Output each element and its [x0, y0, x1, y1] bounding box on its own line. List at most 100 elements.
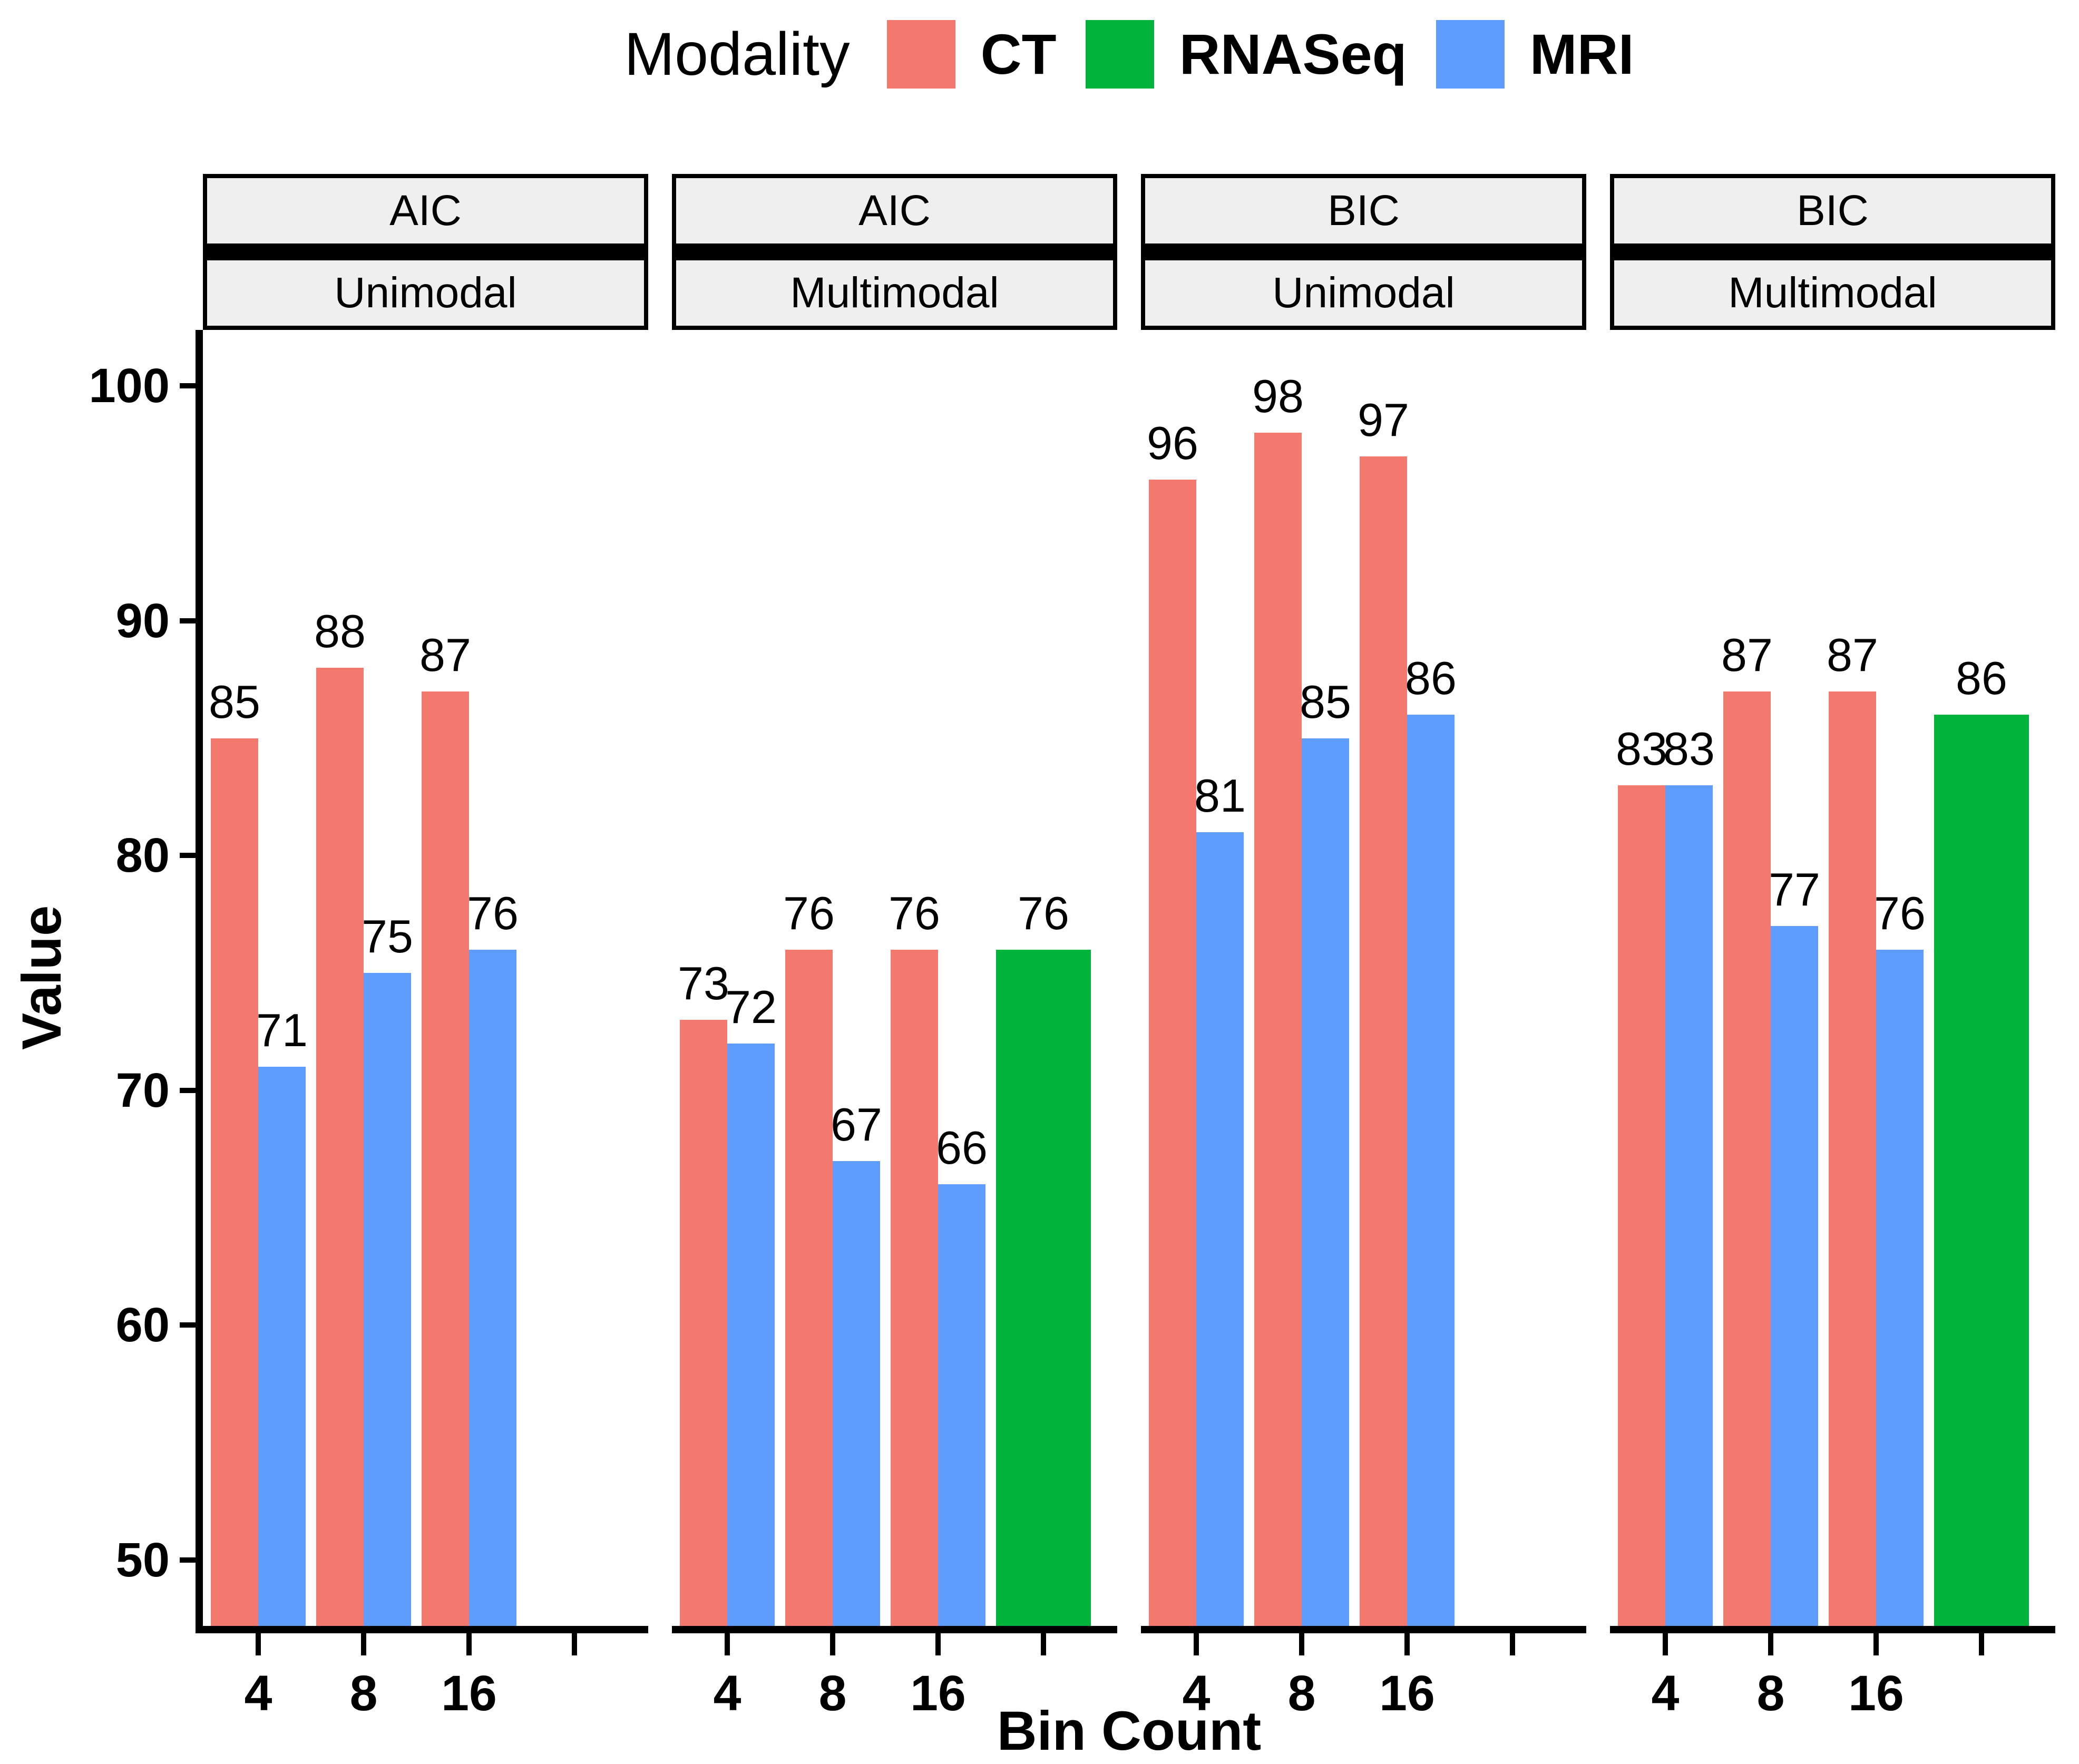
y-tick-label: 90: [115, 593, 170, 648]
bar-value-label: 76: [889, 886, 940, 939]
bar-value-label: 66: [936, 1122, 988, 1174]
facet-strip-metric: AIC: [672, 174, 1117, 248]
bar-mri-x4: [1665, 785, 1713, 1626]
x-tick-mark: [1194, 1633, 1199, 1655]
plot-area: 85 71 88 75 87 76: [203, 330, 648, 1626]
bar-value-label: 76: [783, 886, 835, 939]
bar-value-label: 76: [1874, 886, 1926, 939]
bar-mri-x16: [1876, 949, 1924, 1626]
x-axis-line: [1141, 1626, 1586, 1633]
bar-value-label: 76: [467, 886, 519, 939]
x-tick-label: 4: [713, 1665, 741, 1721]
x-tick-mark: [935, 1633, 941, 1655]
x-tick-mark: [1404, 1633, 1410, 1655]
bar-ct-x16: [1360, 456, 1407, 1626]
y-tick-mark: [180, 1087, 203, 1093]
facet-strip-divider: [672, 248, 1117, 256]
bar-value-label: 67: [831, 1098, 882, 1151]
y-tick-mark: [180, 618, 203, 623]
bar-rnaseq-xsingle: [1934, 715, 2029, 1626]
bar-value-label: 86: [1405, 652, 1457, 705]
x-axis-line: [203, 1626, 648, 1633]
facet-strip-modality: Unimodal: [203, 256, 648, 330]
bar-mri-x8: [1771, 926, 1818, 1626]
bar-ct-x16: [891, 949, 938, 1626]
y-tick-label: 50: [115, 1533, 170, 1587]
facet-strip-modality: Unimodal: [1141, 256, 1586, 330]
bar-ct-x8: [316, 667, 364, 1626]
facet-strip-divider: [1610, 248, 2055, 256]
x-tick-mark: [1979, 1633, 1984, 1655]
facet-strip-metric: AIC: [203, 174, 648, 248]
bar-ct-x8: [1723, 691, 1771, 1626]
bar-mri-x8: [364, 973, 411, 1626]
legend-swatch-rnaseq: [1085, 20, 1154, 89]
y-tick-mark: [180, 383, 203, 388]
bar-ct-x4: [211, 738, 258, 1626]
x-tick-mark: [361, 1633, 366, 1655]
bar-value-label: 98: [1252, 370, 1304, 423]
legend-items: CT RNASeq MRI: [886, 20, 1634, 89]
plot-area: 83 83 87 77 87 76 86: [1610, 330, 2055, 1626]
x-axis-title: Bin Count: [997, 1700, 1262, 1762]
y-axis-line: [196, 330, 203, 1633]
x-tick-mark: [572, 1633, 577, 1655]
bar-ct-x8: [1254, 433, 1302, 1626]
bar-value-label: 86: [1956, 652, 2007, 705]
y-tick-mark: [180, 1557, 203, 1563]
bar-value-label: 87: [419, 628, 471, 681]
bar-value-label: 96: [1147, 417, 1198, 470]
x-axis-line: [1610, 1626, 2055, 1633]
bar-ct-x16: [422, 691, 469, 1626]
facet-strip-divider: [1141, 248, 1586, 256]
bar-value-label: 87: [1721, 628, 1773, 681]
legend-title: Modality: [624, 20, 850, 88]
facet-strip-modality: Multimodal: [672, 256, 1117, 330]
bar-mri-x16: [469, 949, 516, 1626]
facet-strip-modality: Multimodal: [1610, 256, 2055, 330]
x-tick-label: 16: [1379, 1665, 1435, 1721]
bar-mri-x16: [1407, 715, 1455, 1626]
bar-ct-x4: [680, 1020, 727, 1626]
x-tick-mark: [1299, 1633, 1304, 1655]
bar-value-label: 81: [1194, 769, 1246, 822]
x-tick-label: 4: [1182, 1665, 1211, 1721]
y-tick-label: 100: [89, 359, 170, 413]
bar-mri-x16: [938, 1184, 985, 1626]
legend-item-mri: MRI: [1436, 20, 1634, 89]
bar-value-label: 83: [1663, 722, 1715, 775]
x-tick-label: 16: [1848, 1665, 1904, 1721]
bar-mri-x4: [258, 1067, 306, 1626]
bar-ct-x4: [1618, 785, 1665, 1626]
legend-item-ct: CT: [886, 20, 1057, 89]
plot-area: 73 72 76 67 76 66 76: [672, 330, 1117, 1626]
bar-value-label: 72: [725, 980, 777, 1033]
x-tick-mark: [830, 1633, 835, 1655]
bar-mri-x8: [1302, 738, 1349, 1626]
legend-label: CT: [980, 22, 1057, 86]
x-tick-label: 8: [818, 1665, 847, 1721]
x-tick-label: 4: [1651, 1665, 1680, 1721]
y-tick-label: 80: [115, 829, 170, 883]
y-tick-label: 60: [115, 1298, 170, 1352]
x-tick-mark: [256, 1633, 261, 1655]
bar-value-label: 97: [1358, 393, 1409, 446]
x-tick-label: 8: [1756, 1665, 1785, 1721]
x-tick-mark: [725, 1633, 730, 1655]
x-tick-mark: [1663, 1633, 1668, 1655]
x-tick-label: 16: [910, 1665, 966, 1721]
bar-ct-x16: [1829, 691, 1876, 1626]
y-tick-label: 70: [115, 1063, 170, 1117]
bar-rnaseq-xsingle: [996, 949, 1091, 1626]
x-tick-mark: [1873, 1633, 1879, 1655]
legend-item-rnaseq: RNASeq: [1085, 20, 1407, 89]
bar-value-label: 75: [362, 910, 413, 963]
x-tick-mark: [1768, 1633, 1773, 1655]
facet-strip-divider: [203, 248, 648, 256]
bar-value-label: 73: [678, 957, 729, 1010]
x-axis-line: [672, 1626, 1117, 1633]
x-tick-label: 8: [1287, 1665, 1316, 1721]
x-tick-mark: [1041, 1633, 1046, 1655]
legend-swatch-mri: [1436, 20, 1505, 89]
